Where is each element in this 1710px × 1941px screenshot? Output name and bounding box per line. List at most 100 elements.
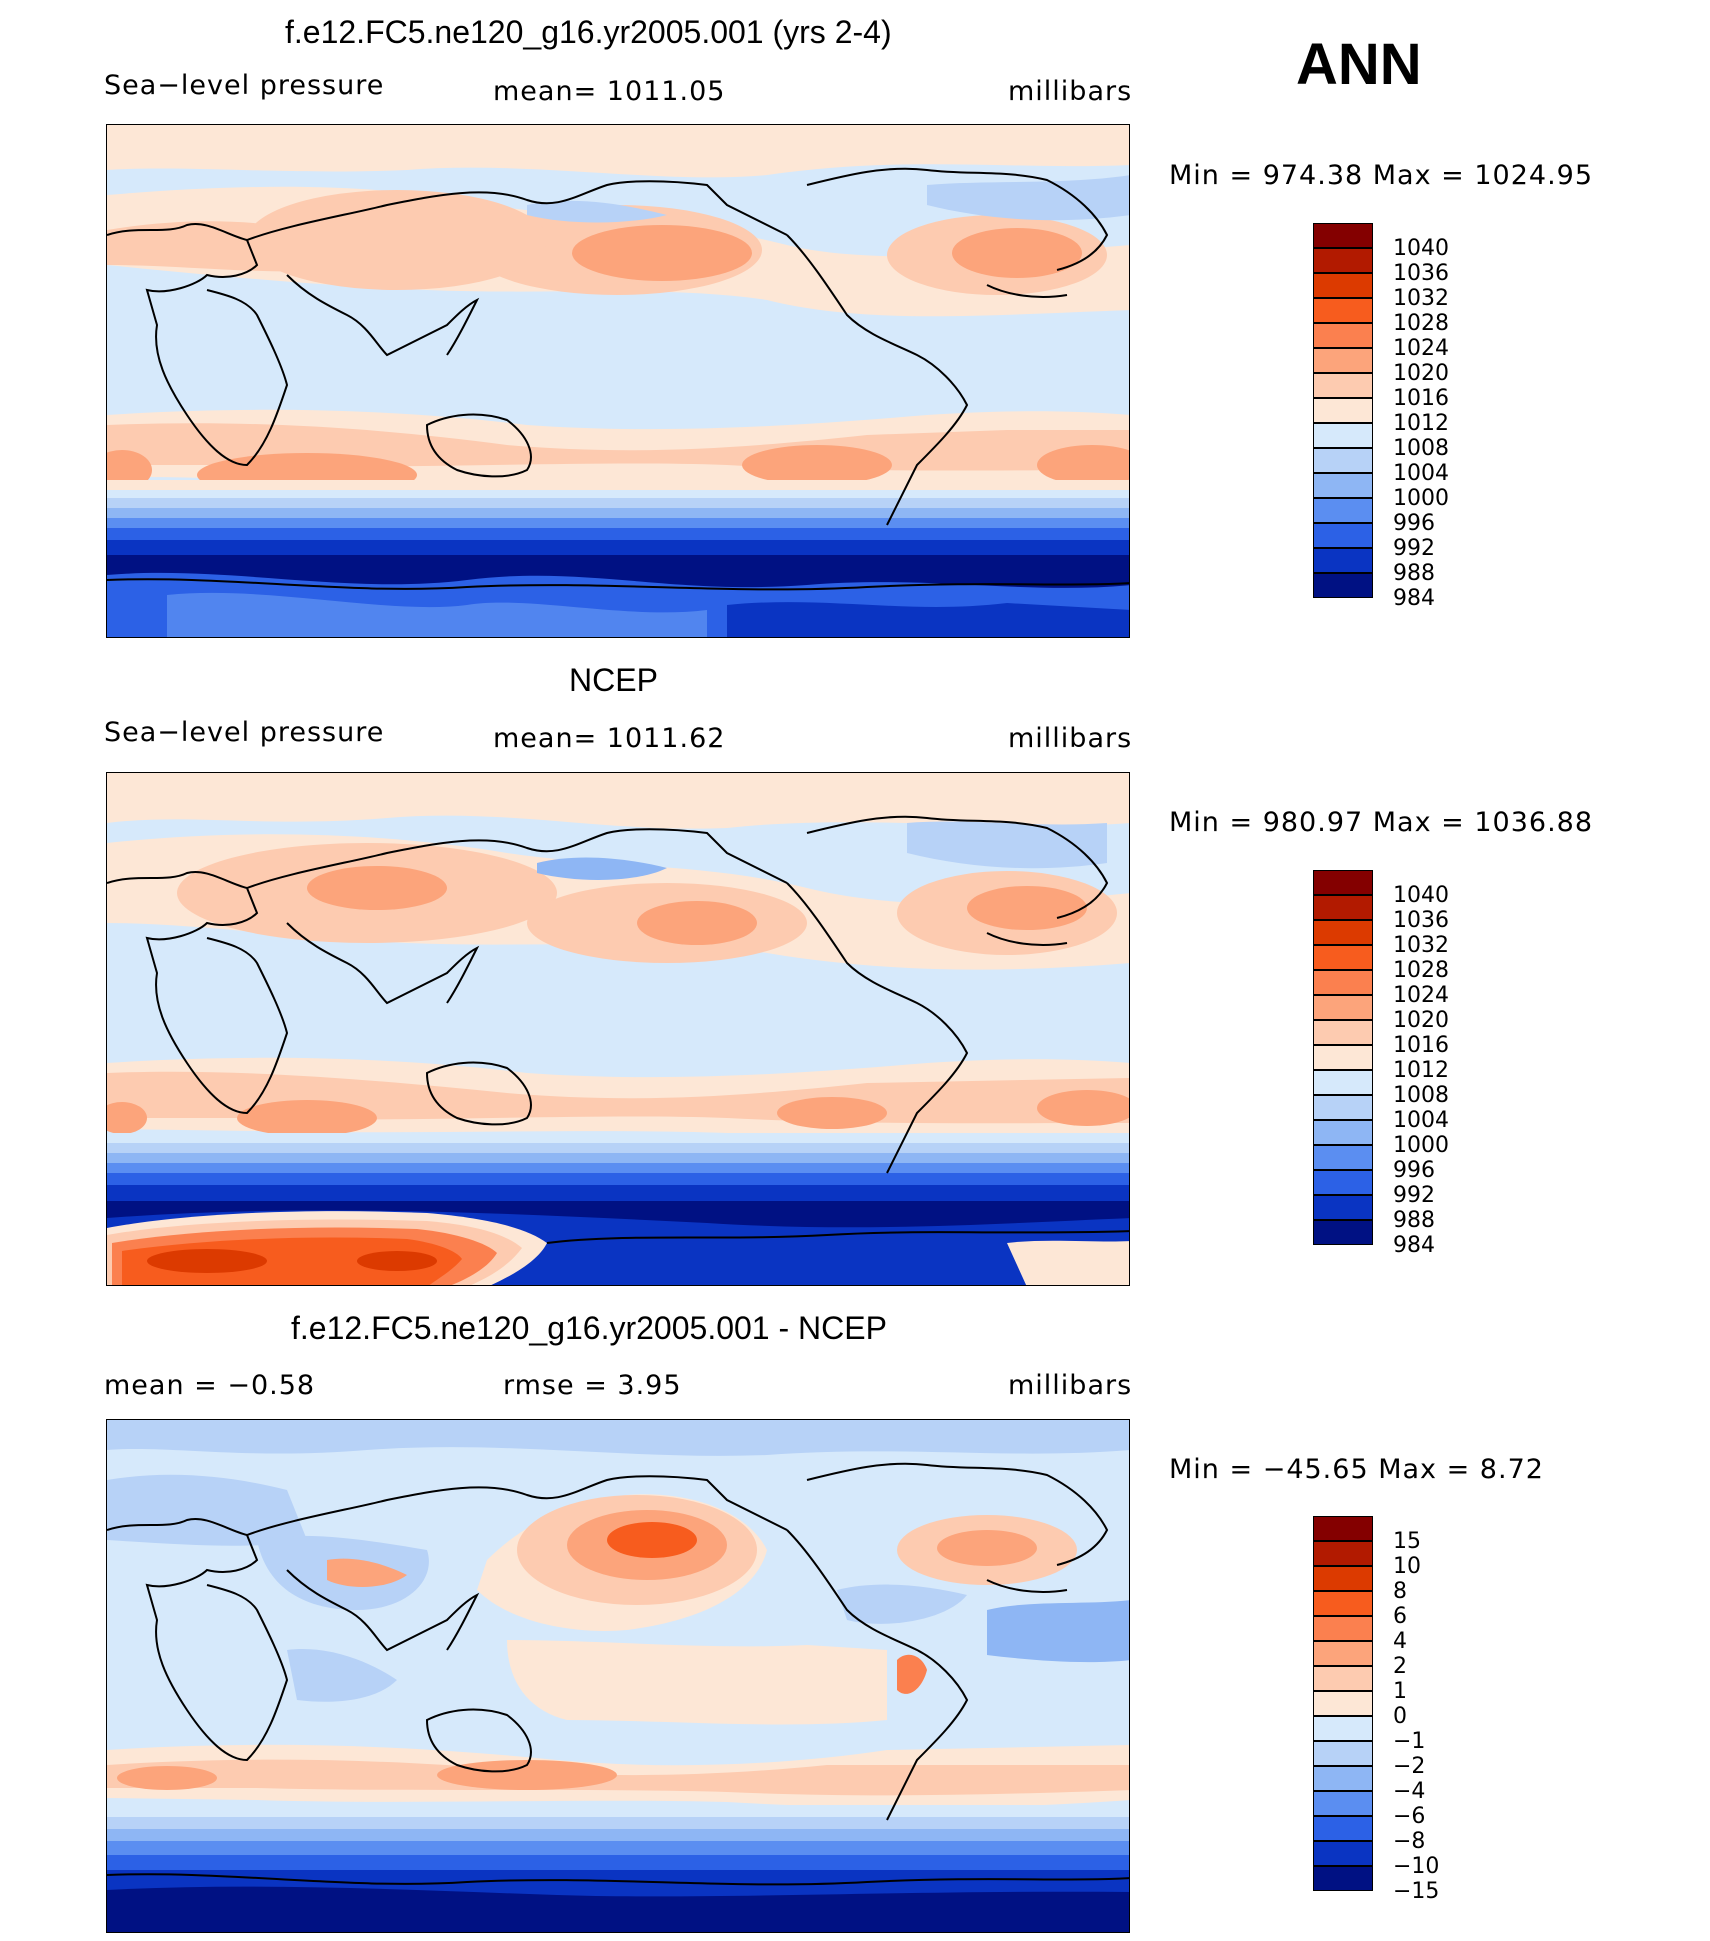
panel3-title: f.e12.FC5.ne120_g16.yr2005.001 - NCEP	[291, 1310, 887, 1346]
colorbar-box	[1313, 995, 1373, 1020]
colorbar-tick: 1000	[1393, 486, 1449, 511]
colorbar-box	[1313, 1741, 1373, 1766]
colorbar-tick: 8	[1393, 1579, 1407, 1604]
colorbar-tick: −4	[1393, 1779, 1426, 1804]
colorbar-tick: 1024	[1393, 336, 1449, 361]
colorbar-box	[1313, 945, 1373, 970]
colorbar-tick: −6	[1393, 1804, 1426, 1829]
colorbar-box	[1313, 1841, 1373, 1866]
panel1-colorbar: 1040 1036 1032 1028 1024 1020 1016 1012 …	[1313, 223, 1449, 623]
colorbar-tick: 1032	[1393, 933, 1449, 958]
colorbar-tick: 1008	[1393, 1083, 1449, 1108]
colorbar-tick: 1036	[1393, 908, 1449, 933]
colorbar-box	[1313, 1816, 1373, 1841]
panel1-minmax: Min = 974.38 Max = 1024.95	[1169, 160, 1594, 191]
panel2-variable-label: Sea−level pressure	[104, 717, 385, 748]
colorbar-box	[1313, 223, 1373, 248]
ncep-slp-map	[106, 772, 1130, 1286]
colorbar-box	[1313, 348, 1373, 373]
colorbar-box	[1313, 1691, 1373, 1716]
panel3-mean-label: mean = −0.58	[104, 1370, 316, 1401]
colorbar-box	[1313, 920, 1373, 945]
colorbar-tick: 1028	[1393, 311, 1449, 336]
colorbar-tick: −1	[1393, 1729, 1426, 1754]
colorbar-box	[1313, 1666, 1373, 1691]
colorbar-box	[1313, 1020, 1373, 1045]
colorbar-box	[1313, 448, 1373, 473]
panel3-colorbar: 15 10 8 6 4 2 1 0 −1 −2 −4 −6 −8 −10 −15	[1313, 1516, 1439, 1916]
colorbar-tick: 1000	[1393, 1133, 1449, 1158]
colorbar-box	[1313, 1516, 1373, 1541]
colorbar-tick: 992	[1393, 536, 1435, 561]
panel2-colorbar: 1040 1036 1032 1028 1024 1020 1016 1012 …	[1313, 870, 1449, 1270]
panel3-minmax: Min = −45.65 Max = 8.72	[1169, 1454, 1544, 1485]
panel2-minmax: Min = 980.97 Max = 1036.88	[1169, 807, 1594, 838]
colorbar-box	[1313, 323, 1373, 348]
colorbar-box	[1313, 1591, 1373, 1616]
panel2-units-label: millibars	[1008, 723, 1133, 754]
colorbar-box	[1313, 498, 1373, 523]
colorbar-tick: 1016	[1393, 1033, 1449, 1058]
colorbar-tick: 1032	[1393, 286, 1449, 311]
colorbar-tick: 15	[1393, 1529, 1421, 1554]
colorbar-box	[1313, 1145, 1373, 1170]
colorbar-tick: 1008	[1393, 436, 1449, 461]
colorbar-tick: 1040	[1393, 883, 1449, 908]
colorbar-box	[1313, 1791, 1373, 1816]
colorbar-tick: 2	[1393, 1654, 1407, 1679]
colorbar-tick: 1004	[1393, 461, 1449, 486]
colorbar-tick: 1020	[1393, 361, 1449, 386]
colorbar-tick: 1028	[1393, 958, 1449, 983]
colorbar-box	[1313, 1045, 1373, 1070]
panel3-rmse-label: rmse = 3.95	[503, 1370, 682, 1401]
colorbar-tick: 992	[1393, 1183, 1435, 1208]
panel1-variable-label: Sea−level pressure	[104, 70, 385, 101]
colorbar-tick: 988	[1393, 1208, 1435, 1233]
colorbar-box	[1313, 870, 1373, 895]
colorbar-box	[1313, 1566, 1373, 1591]
colorbar-tick: 0	[1393, 1704, 1407, 1729]
colorbar-tick: 996	[1393, 1158, 1435, 1183]
colorbar-tick: 1012	[1393, 411, 1449, 436]
colorbar-tick: 1	[1393, 1679, 1407, 1704]
colorbar-tick: 1004	[1393, 1108, 1449, 1133]
colorbar-box	[1313, 273, 1373, 298]
colorbar-tick: 1040	[1393, 236, 1449, 261]
panel1-title: f.e12.FC5.ne120_g16.yr2005.001 (yrs 2-4)	[285, 14, 892, 50]
panel2-mean-label: mean= 1011.62	[493, 723, 726, 754]
colorbar-tick: 4	[1393, 1629, 1407, 1654]
colorbar-box	[1313, 548, 1373, 573]
colorbar-tick: 6	[1393, 1604, 1407, 1629]
model-slp-map	[106, 124, 1130, 638]
colorbar-box	[1313, 248, 1373, 273]
colorbar-box	[1313, 1616, 1373, 1641]
colorbar-tick: 1024	[1393, 983, 1449, 1008]
colorbar-box	[1313, 1641, 1373, 1666]
colorbar-box	[1313, 473, 1373, 498]
colorbar-box	[1313, 1716, 1373, 1741]
colorbar-tick: 1016	[1393, 386, 1449, 411]
colorbar-tick: 10	[1393, 1554, 1421, 1579]
colorbar-box	[1313, 1170, 1373, 1195]
panel1-units-label: millibars	[1008, 76, 1133, 107]
colorbar-tick: 996	[1393, 511, 1435, 536]
colorbar-box	[1313, 1070, 1373, 1095]
colorbar-box	[1313, 523, 1373, 548]
colorbar-box	[1313, 573, 1373, 598]
difference-slp-map	[106, 1419, 1130, 1933]
colorbar-tick: −2	[1393, 1754, 1426, 1779]
colorbar-box	[1313, 423, 1373, 448]
colorbar-box	[1313, 970, 1373, 995]
panel1-mean-label: mean= 1011.05	[493, 76, 726, 107]
colorbar-box	[1313, 895, 1373, 920]
colorbar-tick: 984	[1393, 1233, 1435, 1258]
colorbar-tick: −15	[1393, 1879, 1440, 1904]
panel2-title: NCEP	[569, 662, 658, 698]
colorbar-box	[1313, 298, 1373, 323]
colorbar-tick: 1012	[1393, 1058, 1449, 1083]
colorbar-box	[1313, 398, 1373, 423]
colorbar-tick: 984	[1393, 586, 1435, 611]
colorbar-box	[1313, 1220, 1373, 1245]
colorbar-box	[1313, 1766, 1373, 1791]
colorbar-box	[1313, 1120, 1373, 1145]
